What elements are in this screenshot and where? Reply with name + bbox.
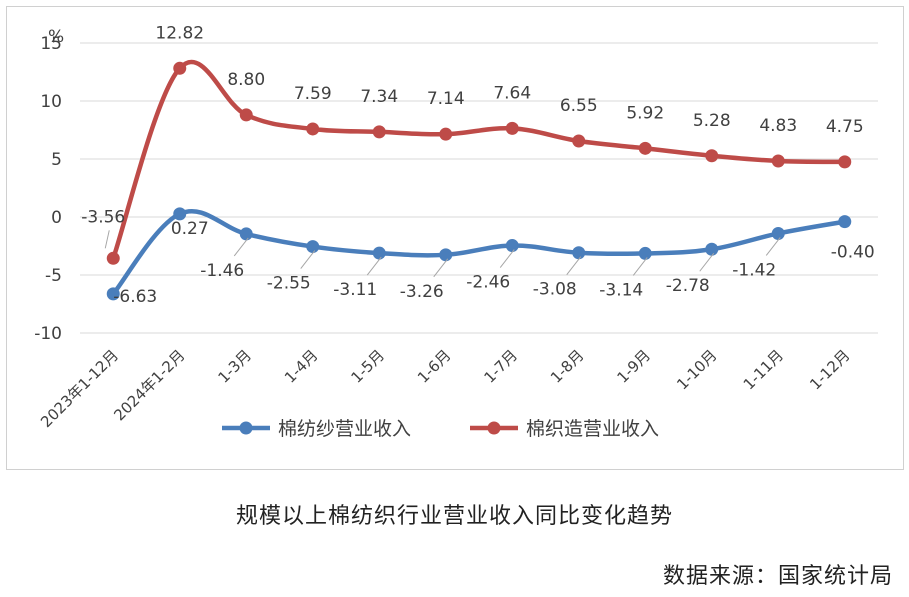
leader-line bbox=[566, 256, 582, 276]
x-tick-label: 1-9月 bbox=[613, 346, 654, 387]
data-label: -3.14 bbox=[599, 280, 643, 300]
source-note: 数据来源：国家统计局 bbox=[662, 564, 893, 589]
data-label: -3.08 bbox=[533, 280, 577, 300]
data-point bbox=[106, 287, 120, 301]
x-tick-label: 1-12月 bbox=[806, 346, 853, 393]
data-point bbox=[638, 141, 652, 155]
data-point bbox=[771, 226, 785, 240]
leader-line bbox=[765, 237, 781, 256]
data-label: 6.55 bbox=[560, 96, 598, 116]
x-tick-label: 1-6月 bbox=[414, 346, 455, 387]
y-tick-label: -10 bbox=[34, 324, 62, 344]
data-point bbox=[173, 207, 187, 221]
data-label: -6.63 bbox=[113, 287, 157, 307]
data-point bbox=[838, 215, 852, 229]
data-label: 4.83 bbox=[759, 116, 797, 136]
data-point bbox=[106, 251, 120, 265]
data-point bbox=[705, 242, 719, 256]
data-point bbox=[838, 155, 852, 169]
data-point bbox=[372, 246, 386, 260]
y-tick-label: 10 bbox=[40, 92, 62, 112]
data-label: 8.80 bbox=[227, 70, 265, 90]
y-tick-label: -5 bbox=[45, 266, 62, 286]
data-point bbox=[439, 127, 453, 141]
data-point bbox=[306, 240, 320, 254]
data-label: 4.75 bbox=[826, 117, 864, 137]
data-label: -2.78 bbox=[666, 276, 710, 296]
data-label: 7.14 bbox=[427, 89, 465, 109]
leader-line bbox=[433, 258, 449, 278]
data-point bbox=[572, 246, 586, 260]
data-point bbox=[372, 125, 386, 139]
x-tick-label: 1-8月 bbox=[547, 346, 588, 387]
data-label: 12.82 bbox=[155, 23, 204, 43]
chart-caption: 规模以上棉纺织行业营业收入同比变化趋势 bbox=[235, 504, 673, 529]
data-label: 5.92 bbox=[626, 103, 664, 123]
data-label: -0.40 bbox=[831, 243, 875, 263]
data-point bbox=[572, 134, 586, 148]
data-label: -3.26 bbox=[400, 282, 444, 302]
data-label: -3.11 bbox=[333, 280, 377, 300]
leader-line bbox=[366, 256, 382, 276]
data-point bbox=[638, 246, 652, 260]
data-label: -1.46 bbox=[200, 261, 244, 281]
y-tick-label: 0 bbox=[51, 208, 62, 228]
data-point bbox=[505, 121, 519, 135]
data-point bbox=[239, 108, 253, 122]
data-label: 7.34 bbox=[360, 87, 398, 107]
legend-swatch-marker bbox=[239, 421, 253, 435]
data-label: -1.42 bbox=[732, 260, 776, 280]
data-point bbox=[173, 61, 187, 75]
x-tick-label: 1-3月 bbox=[214, 346, 255, 387]
data-point bbox=[705, 149, 719, 163]
x-tick-label: 2024年1-2月 bbox=[110, 346, 188, 424]
y-tick-label: 15 bbox=[40, 34, 62, 54]
data-label: -3.56 bbox=[81, 207, 125, 227]
y-axis-unit: % bbox=[48, 27, 64, 47]
data-label: -2.46 bbox=[466, 273, 510, 293]
data-label: 0.27 bbox=[171, 219, 209, 239]
data-point bbox=[439, 248, 453, 262]
data-point bbox=[306, 122, 320, 136]
leader-line bbox=[699, 252, 715, 272]
leader-line bbox=[300, 250, 316, 269]
data-point bbox=[771, 154, 785, 168]
data-label: -2.55 bbox=[267, 274, 311, 294]
data-label: 7.59 bbox=[294, 84, 332, 104]
data-point bbox=[239, 227, 253, 241]
data-label: 7.64 bbox=[493, 83, 531, 103]
x-tick-label: 1-10月 bbox=[673, 346, 720, 393]
x-tick-label: 1-4月 bbox=[281, 346, 322, 387]
series-line-2 bbox=[111, 59, 847, 261]
data-point bbox=[505, 239, 519, 253]
legend-swatch-marker bbox=[487, 421, 501, 435]
legend-label: 棉织造营业收入 bbox=[526, 418, 659, 440]
x-tick-label: 1-5月 bbox=[347, 346, 388, 387]
leader-line bbox=[499, 249, 515, 268]
y-tick-label: 5 bbox=[51, 150, 62, 170]
legend-label: 棉纺纱营业收入 bbox=[278, 418, 411, 440]
leader-line bbox=[104, 230, 110, 249]
x-tick-label: 1-7月 bbox=[480, 346, 521, 387]
leader-line bbox=[632, 257, 648, 276]
data-label: 5.28 bbox=[693, 111, 731, 131]
x-tick-label: 2023年1-12月 bbox=[37, 346, 122, 431]
x-tick-label: 1-11月 bbox=[740, 346, 787, 393]
leader-line bbox=[233, 237, 249, 257]
